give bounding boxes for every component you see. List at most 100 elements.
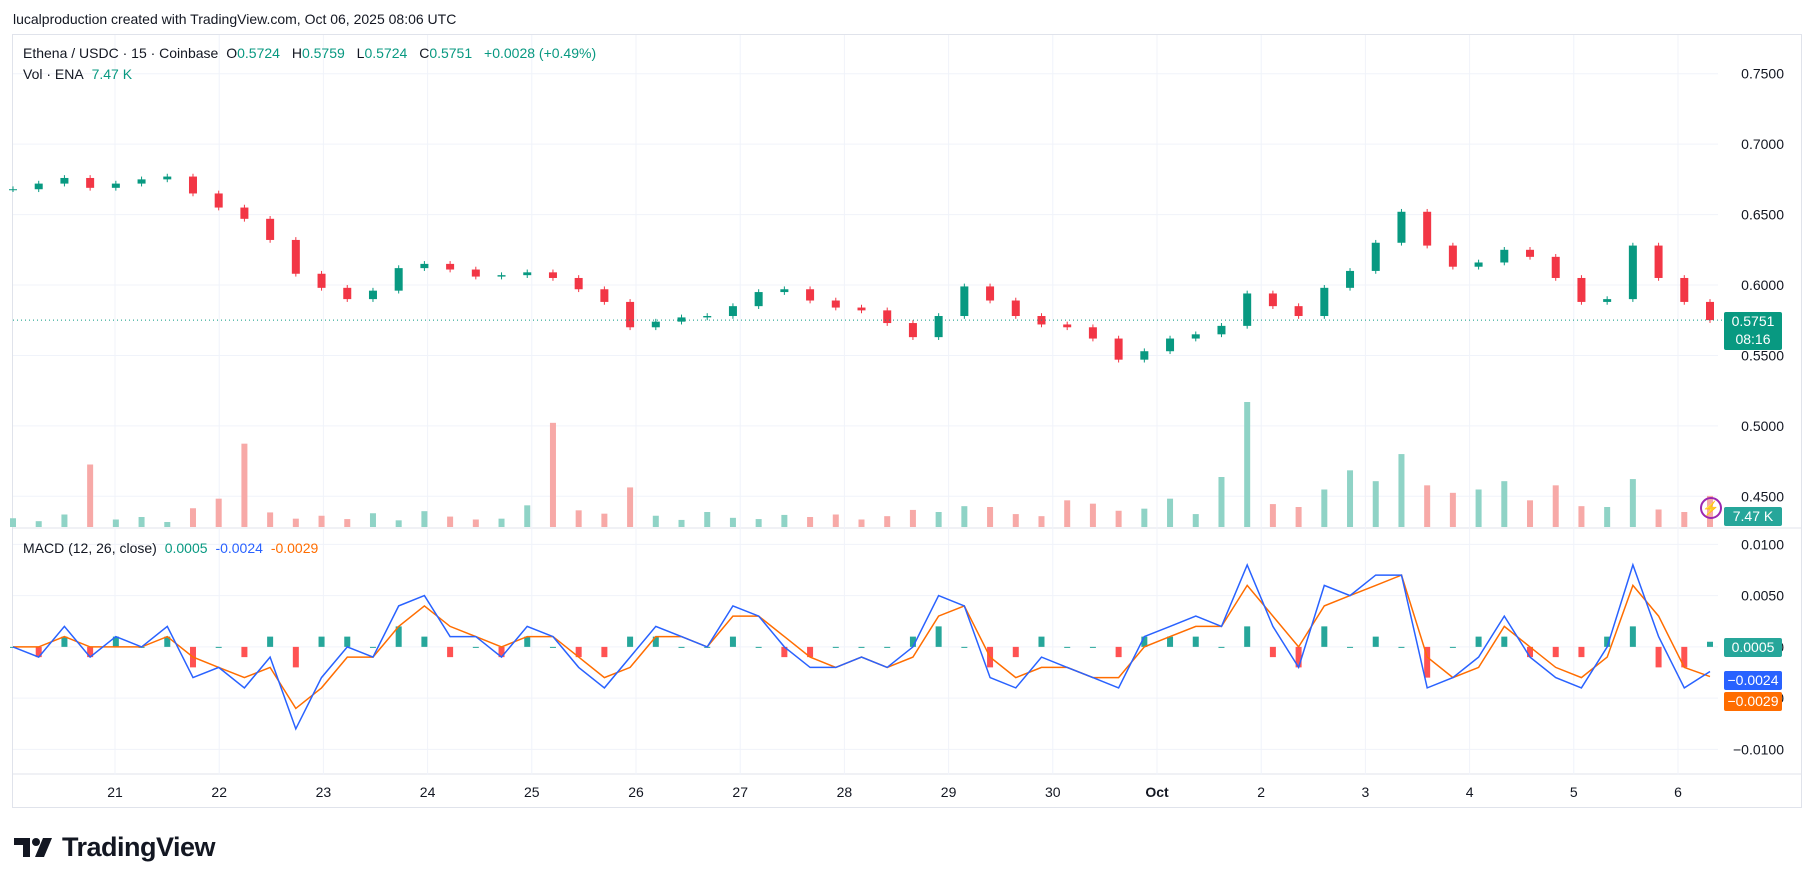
- price-candle: [1114, 338, 1123, 360]
- price-candle: [1577, 277, 1586, 302]
- price-candle: [857, 307, 866, 311]
- price-candle: [1140, 351, 1149, 360]
- volume-bar: [987, 507, 994, 527]
- volume-bar: [1424, 485, 1431, 527]
- volume-bar: [1552, 485, 1559, 527]
- time-tick-label: 2: [1257, 784, 1265, 800]
- macd-line-tag: −0.0024: [1724, 671, 1782, 690]
- macd-histogram-bar: [627, 636, 634, 647]
- low-value: 0.5724: [364, 45, 408, 61]
- price-candle: [291, 239, 300, 274]
- volume-bar: [704, 512, 711, 527]
- volume-bar: [755, 519, 762, 527]
- time-tick-label: 26: [628, 784, 644, 800]
- volume-bar: [1655, 509, 1662, 527]
- volume-legend: Vol · ENA 7.47 K: [23, 66, 136, 82]
- macd-tick-label: 0.0050: [1741, 588, 1784, 604]
- price-candle: [1654, 245, 1663, 278]
- macd-histogram-bar: [1578, 646, 1585, 658]
- macd-histogram-bar: [447, 646, 454, 658]
- price-candle: [1371, 242, 1380, 271]
- volume-bar: [61, 514, 68, 527]
- price-candle: [266, 218, 275, 240]
- volume-value: 7.47 K: [91, 66, 133, 82]
- macd-histogram-bar: [781, 646, 788, 658]
- price-tick-label: 0.6500: [1741, 207, 1784, 223]
- macd-histogram-bar: [1167, 636, 1174, 647]
- price-candle: [1448, 245, 1457, 267]
- macd-histogram-bar: [164, 636, 171, 647]
- macd-histogram-bar: [909, 636, 916, 647]
- volume-bar: [472, 519, 479, 527]
- price-tick-label: 0.4500: [1741, 488, 1784, 504]
- volume-bar: [729, 517, 736, 527]
- macd-histogram-bar: [472, 646, 479, 648]
- price-candle: [317, 273, 326, 288]
- macd-histogram-bar: [87, 646, 94, 658]
- tradingview-logo[interactable]: TradingView: [14, 832, 216, 862]
- symbol-label[interactable]: Ethena / USDC · 15 · Coinbase: [23, 45, 219, 61]
- macd-histogram-bar: [601, 646, 608, 658]
- macd-histogram-bar: [1604, 636, 1611, 647]
- volume-bar: [1269, 504, 1276, 527]
- lightning-icon[interactable]: ⚡: [1700, 497, 1722, 519]
- volume-bar: [1244, 402, 1251, 527]
- volume-bar: [909, 509, 916, 527]
- volume-bar: [832, 514, 839, 527]
- macd-histogram-bar: [1115, 646, 1122, 658]
- price-candle: [548, 272, 557, 278]
- price-candle: [831, 300, 840, 308]
- price-candle: [728, 306, 737, 317]
- volume-bar: [318, 515, 325, 527]
- volume-bar: [1501, 481, 1508, 527]
- volume-bar: [369, 513, 376, 527]
- volume-bar: [1475, 489, 1482, 527]
- macd-histogram-bar: [112, 636, 119, 647]
- volume-label[interactable]: Vol · ENA: [23, 66, 84, 82]
- chart-frame[interactable]: [12, 34, 1802, 808]
- macd-histogram-bar: [1269, 646, 1276, 658]
- time-tick-label: 22: [211, 784, 227, 800]
- tradingview-logo-icon: [14, 838, 52, 857]
- price-candle: [1217, 325, 1226, 335]
- volume-bar: [807, 517, 814, 527]
- bar-countdown: 08:16: [1735, 331, 1771, 347]
- macd-histogram-bar: [395, 626, 402, 647]
- price-candle: [1011, 300, 1020, 317]
- macd-histogram-bar: [1475, 636, 1482, 647]
- price-candle: [1706, 301, 1714, 321]
- volume-bar: [1115, 510, 1122, 527]
- price-candle: [1191, 334, 1200, 339]
- macd-label[interactable]: MACD (12, 26, close): [23, 540, 157, 556]
- price-candle: [986, 286, 995, 301]
- volume-bar: [164, 522, 171, 527]
- macd-histogram-bar: [1012, 646, 1019, 658]
- low-label: L: [356, 45, 365, 61]
- macd-histogram-bar: [729, 636, 736, 647]
- macd-histogram-bar: [369, 646, 376, 648]
- volume-bar: [1681, 512, 1688, 527]
- macd-hist-value: 0.0005: [164, 540, 208, 556]
- macd-histogram-bar: [267, 636, 274, 647]
- price-candle: [214, 193, 223, 208]
- open-label: O: [226, 45, 238, 61]
- macd-histogram-bar: [961, 646, 968, 648]
- volume-bar: [189, 508, 196, 527]
- macd-histogram-bar: [1218, 646, 1225, 648]
- price-candle: [1166, 338, 1175, 352]
- volume-bar: [1141, 508, 1148, 527]
- macd-histogram-bar: [1372, 636, 1379, 647]
- macd-histogram-bar: [1347, 646, 1354, 648]
- price-candle: [34, 183, 43, 190]
- volume-bar: [1347, 470, 1354, 527]
- macd-histogram-bar: [807, 646, 814, 658]
- macd-line-value: -0.0024: [215, 540, 263, 556]
- macd-histogram-bar: [1141, 636, 1148, 647]
- volume-bar: [87, 464, 94, 527]
- volume-bar: [652, 515, 659, 527]
- macd-tick-label: 0.0100: [1741, 536, 1784, 552]
- macd-histogram-bar: [652, 636, 659, 647]
- price-candle: [60, 177, 69, 184]
- price-candle: [934, 316, 943, 338]
